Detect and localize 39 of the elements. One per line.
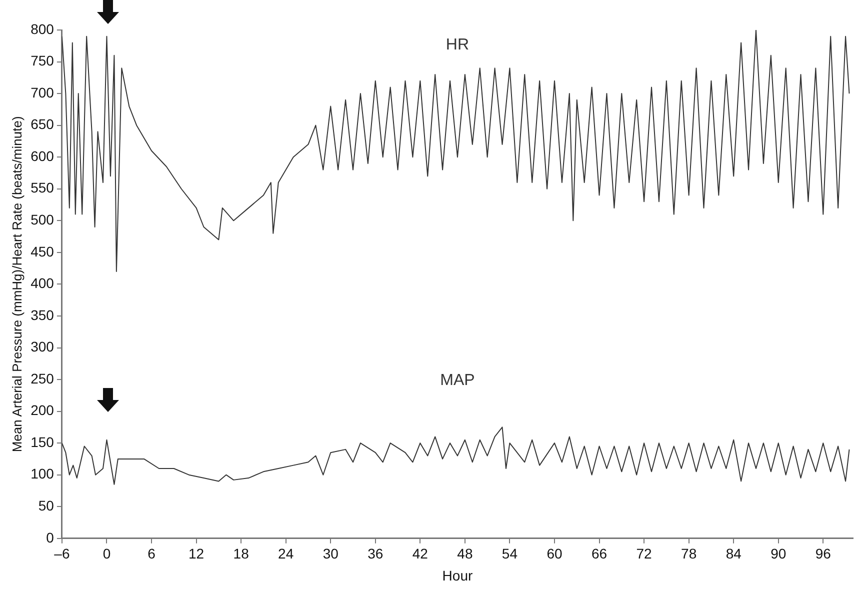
- y-tick-label: 650: [30, 116, 54, 132]
- y-tick-label: 800: [30, 20, 54, 37]
- x-tick-label: 48: [457, 546, 473, 562]
- y-tick-label: 600: [30, 148, 54, 164]
- y-tick-label: 300: [30, 338, 54, 355]
- x-tick-label: 42: [412, 546, 428, 562]
- x-tick-label: 12: [188, 546, 204, 562]
- x-tick-label: 84: [726, 546, 742, 562]
- y-tick-label: 400: [30, 275, 54, 292]
- x-tick-label: 0: [102, 546, 111, 562]
- y-tick-label: 750: [30, 52, 54, 69]
- y-tick-label: 250: [30, 370, 54, 386]
- text: MAP: [440, 372, 475, 390]
- y-tick-label: 0: [46, 529, 54, 546]
- y-tick-label: 100: [30, 466, 54, 482]
- y-tick-label: 150: [30, 434, 54, 450]
- x-tick-label: 72: [636, 546, 652, 562]
- y-tick-label: 450: [30, 243, 54, 260]
- y-tick-label: 500: [30, 212, 54, 228]
- x-tick-label: –6: [54, 546, 70, 562]
- x-tick-label: 24: [278, 546, 294, 562]
- x-tick-label: 78: [681, 546, 697, 562]
- x-tick-label: 6: [148, 546, 156, 562]
- y-axis-title: Mean Arterial Pressure (mmHg)/Heart Rate (beats/minute): [9, 116, 24, 452]
- x-tick-label: 30: [322, 546, 339, 562]
- x-tick-label: 36: [368, 546, 384, 562]
- x-axis-title: Hour: [442, 567, 473, 584]
- x-tick-label: 18: [233, 546, 250, 562]
- x-tick-label: 54: [502, 546, 518, 562]
- x-tick-label: 90: [770, 546, 786, 562]
- x-tick-label: 60: [546, 546, 562, 562]
- y-tick-label: 700: [30, 84, 54, 100]
- y-tick-label: 550: [30, 180, 54, 196]
- y-tick-label: 200: [30, 402, 54, 418]
- x-tick-label: 66: [591, 546, 608, 562]
- y-tick-label: 350: [30, 306, 54, 323]
- y-tick-label: 50: [38, 497, 54, 514]
- x-tick-label: 96: [815, 546, 832, 562]
- series-label: HR: [446, 36, 470, 54]
